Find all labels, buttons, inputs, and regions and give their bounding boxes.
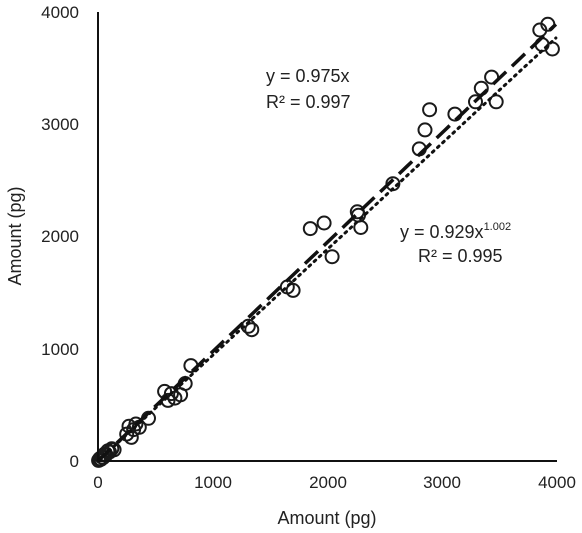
data-point bbox=[316, 215, 332, 231]
data-point bbox=[468, 94, 483, 110]
x-tick-label: 0 bbox=[93, 473, 102, 492]
x-tick-label: 2000 bbox=[309, 473, 347, 492]
data-point bbox=[163, 386, 179, 402]
power-fit-equation-base: y = 0.929x bbox=[400, 222, 484, 242]
y-axis-title: Amount (pg) bbox=[5, 186, 25, 285]
data-point bbox=[285, 282, 301, 298]
y-tick-label: 3000 bbox=[41, 115, 79, 134]
linear-fit-equation: y = 0.975x bbox=[266, 66, 350, 86]
power-trendline bbox=[96, 36, 558, 463]
y-tick-label: 4000 bbox=[41, 3, 79, 22]
linear-trendline bbox=[96, 23, 558, 463]
power-fit-annotation: y = 0.929x1.002 R² = 0.995 bbox=[400, 221, 511, 266]
data-point bbox=[422, 102, 438, 118]
power-fit-r2: R² = 0.995 bbox=[418, 246, 503, 266]
y-tick-label: 0 bbox=[70, 452, 79, 471]
y-tick-label: 2000 bbox=[41, 227, 79, 246]
x-tick-label: 3000 bbox=[423, 473, 461, 492]
data-point bbox=[244, 322, 260, 338]
data-point bbox=[324, 249, 340, 265]
data-point bbox=[417, 122, 433, 138]
data-point bbox=[488, 94, 504, 110]
data-point bbox=[353, 220, 369, 235]
power-fit-exponent: 1.002 bbox=[484, 221, 512, 233]
power-fit-equation: y = 0.929x1.002 bbox=[400, 221, 511, 242]
x-tick-label: 1000 bbox=[194, 473, 232, 492]
x-tick-label: 4000 bbox=[538, 473, 576, 492]
data-point bbox=[128, 416, 144, 432]
linear-fit-r2: R² = 0.997 bbox=[266, 92, 351, 112]
data-point bbox=[302, 221, 318, 237]
linear-fit-annotation: y = 0.975x R² = 0.997 bbox=[266, 66, 351, 112]
y-tick-label: 1000 bbox=[41, 340, 79, 359]
x-tick-labels: 0 1000 2000 3000 4000 bbox=[93, 473, 576, 492]
x-axis-title: Amount (pg) bbox=[277, 508, 376, 528]
y-tick-labels: 0 1000 2000 3000 4000 bbox=[41, 3, 79, 471]
